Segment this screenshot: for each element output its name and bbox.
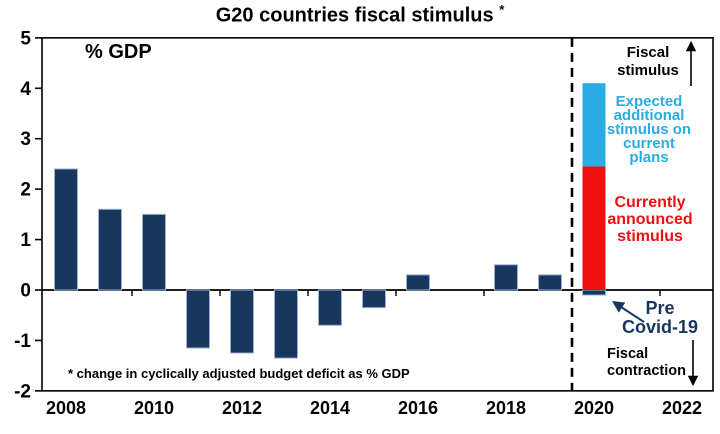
x-axis-tick-label: 2020	[574, 398, 614, 418]
bar-2018-navy	[494, 264, 518, 291]
annotation-pre-covid: Pre Covid-19	[621, 298, 699, 337]
chart-title-asterisk: *	[499, 2, 505, 17]
chart-footnote: * change in cyclically adjusted budget d…	[68, 366, 410, 381]
y-axis-tick-label: 0	[20, 281, 31, 302]
x-axis-tick-label: 2012	[222, 398, 262, 418]
bar-2020-red	[582, 166, 606, 290]
bar-2016-navy	[406, 274, 430, 291]
y-axis-tick-label: 4	[20, 79, 31, 100]
annotation-currently-announced-stimulus: Currently announced stimulus	[607, 194, 693, 245]
chart-title: G20 countries fiscal stimulus *	[0, 2, 720, 28]
y-axis-tick-label: -2	[14, 381, 31, 402]
annotation-expected-additional-stimulus: Expected additional stimulus on current …	[606, 93, 692, 166]
bar-2019-navy	[538, 274, 562, 291]
bar-2013-navy	[274, 289, 298, 359]
bar-2008-navy	[54, 168, 78, 291]
bar-2020-blue	[582, 83, 606, 167]
annotation-fiscal-stimulus: Fiscal stimulus	[617, 44, 679, 79]
bar-2014-navy	[318, 289, 342, 326]
bar-2012-navy	[230, 289, 254, 354]
bar-2010-navy	[142, 213, 166, 291]
y-axis-tick-label: -1	[14, 331, 31, 352]
x-axis-tick-label: 2018	[486, 398, 526, 418]
plot-border	[41, 37, 714, 392]
x-axis-tick-label: 2022	[662, 398, 702, 418]
y-axis-tick-label: 1	[20, 230, 31, 251]
y-axis-tick-label: 5	[20, 28, 31, 49]
bar-2011-navy	[186, 289, 210, 349]
bar-2020-navy	[582, 289, 606, 296]
x-axis-tick-label: 2010	[134, 398, 174, 418]
bar-2015-navy	[362, 289, 386, 309]
pre-covid-pointer-arrow-icon	[611, 301, 645, 323]
y-axis-unit-label: % GDP	[85, 41, 152, 63]
x-axis-tick-label: 2014	[310, 398, 350, 418]
bar-2009-navy	[98, 208, 122, 291]
x-axis-tick-label: 2008	[46, 398, 86, 418]
y-axis-tick-label: 2	[20, 180, 31, 201]
chart-title-text: G20 countries fiscal stimulus	[215, 4, 494, 27]
y-axis-tick-label: 3	[20, 129, 31, 150]
x-axis-tick-label: 2016	[398, 398, 438, 418]
annotation-fiscal-contraction: Fiscal contraction	[607, 346, 686, 379]
